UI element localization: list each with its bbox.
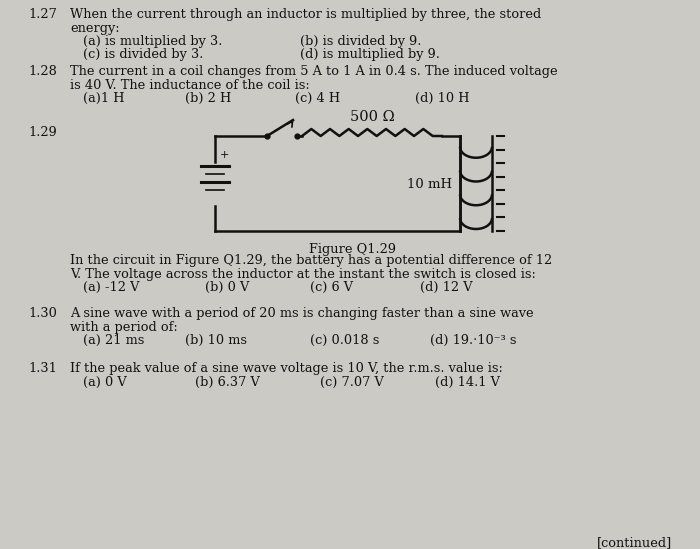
Text: (a)1 H: (a)1 H bbox=[83, 92, 125, 105]
Text: (a) is multiplied by 3.: (a) is multiplied by 3. bbox=[83, 35, 223, 48]
Text: 1.31: 1.31 bbox=[28, 362, 57, 375]
Text: (c) 0.018 s: (c) 0.018 s bbox=[310, 334, 379, 347]
Text: (b) 6.37 V: (b) 6.37 V bbox=[195, 376, 260, 389]
Text: 1.28: 1.28 bbox=[28, 65, 57, 78]
Text: In the circuit in Figure Q1.29, the battery has a potential difference of 12: In the circuit in Figure Q1.29, the batt… bbox=[70, 254, 552, 267]
Text: (d) is multiplied by 9.: (d) is multiplied by 9. bbox=[300, 48, 440, 61]
Text: energy:: energy: bbox=[70, 22, 120, 35]
Text: (a) 0 V: (a) 0 V bbox=[83, 376, 127, 389]
Text: (d) 19.·10⁻³ s: (d) 19.·10⁻³ s bbox=[430, 334, 517, 347]
Text: The current in a coil changes from 5 A to 1 A in 0.4 s. The induced voltage: The current in a coil changes from 5 A t… bbox=[70, 65, 558, 78]
Text: (a) 21 ms: (a) 21 ms bbox=[83, 334, 144, 347]
Text: 1.30: 1.30 bbox=[28, 307, 57, 320]
Text: (b) 0 V: (b) 0 V bbox=[205, 281, 249, 294]
Text: (b) is divided by 9.: (b) is divided by 9. bbox=[300, 35, 421, 48]
Text: (a) -12 V: (a) -12 V bbox=[83, 281, 139, 294]
Text: (c) 7.07 V: (c) 7.07 V bbox=[320, 376, 384, 389]
Text: (c) 6 V: (c) 6 V bbox=[310, 281, 353, 294]
Text: 1.27: 1.27 bbox=[28, 8, 57, 21]
Text: If the peak value of a sine wave voltage is 10 V, the r.m.s. value is:: If the peak value of a sine wave voltage… bbox=[70, 362, 503, 375]
Text: with a period of:: with a period of: bbox=[70, 321, 178, 334]
Text: [continued]: [continued] bbox=[596, 536, 672, 549]
Text: (c) is divided by 3.: (c) is divided by 3. bbox=[83, 48, 204, 61]
Text: V. The voltage across the inductor at the instant the switch is closed is:: V. The voltage across the inductor at th… bbox=[70, 268, 536, 281]
Text: 10 mH: 10 mH bbox=[407, 178, 452, 192]
Text: When the current through an inductor is multiplied by three, the stored: When the current through an inductor is … bbox=[70, 8, 541, 21]
Text: A sine wave with a period of 20 ms is changing faster than a sine wave: A sine wave with a period of 20 ms is ch… bbox=[70, 307, 533, 320]
Text: (b) 10 ms: (b) 10 ms bbox=[185, 334, 247, 347]
Text: 1.29: 1.29 bbox=[28, 126, 57, 139]
Text: 500 Ω: 500 Ω bbox=[349, 110, 394, 124]
Text: Figure Q1.29: Figure Q1.29 bbox=[309, 243, 396, 256]
Text: +: + bbox=[220, 149, 230, 160]
Text: (d) 10 H: (d) 10 H bbox=[415, 92, 470, 105]
Text: (c) 4 H: (c) 4 H bbox=[295, 92, 340, 105]
Text: (d) 14.1 V: (d) 14.1 V bbox=[435, 376, 500, 389]
Text: (b) 2 H: (b) 2 H bbox=[185, 92, 231, 105]
Text: is 40 V. The inductance of the coil is:: is 40 V. The inductance of the coil is: bbox=[70, 79, 309, 92]
Text: (d) 12 V: (d) 12 V bbox=[420, 281, 473, 294]
